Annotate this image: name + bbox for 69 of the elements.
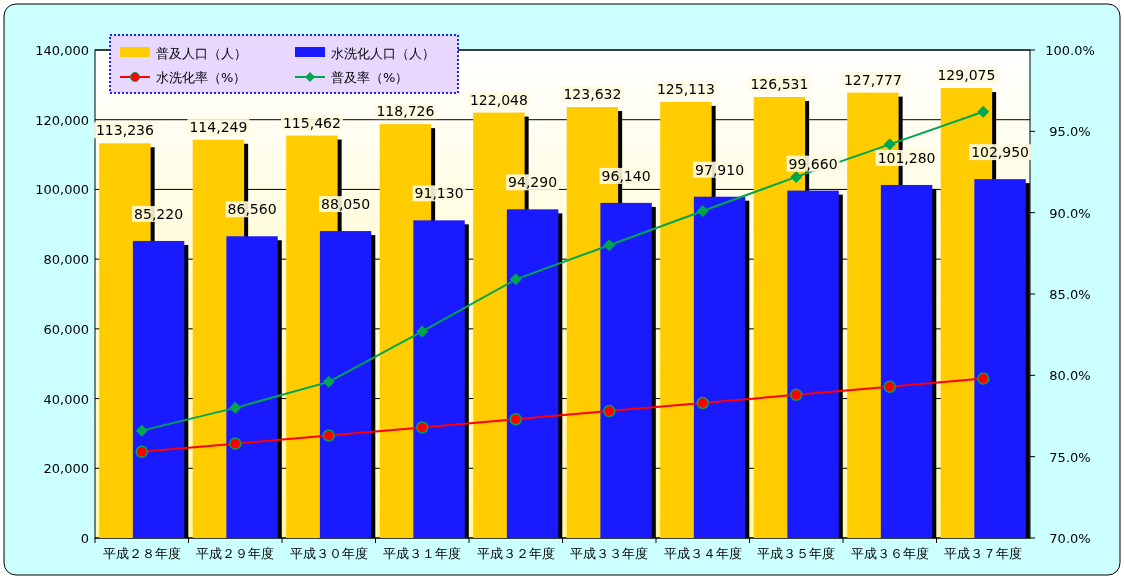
y-tick-label: 140,000 — [35, 43, 89, 58]
point — [322, 429, 335, 442]
x-tick-label: 平成３１年度 — [383, 546, 462, 561]
data-label: 102,950 — [971, 144, 1030, 161]
point — [696, 396, 709, 410]
x-tick-label: 平成３３年度 — [570, 546, 649, 561]
data-label: 118,726 — [376, 103, 435, 120]
y2-tick-label: 95.0% — [1049, 124, 1091, 140]
legend-label: 水洗化率（%） — [156, 70, 247, 85]
y2-tick-label: 85.0% — [1049, 287, 1091, 302]
data-label: 86,560 — [227, 201, 277, 218]
data-label: 125,113 — [656, 80, 715, 97]
y-tick-label: 100,000 — [35, 182, 89, 198]
x-tick-label: 平成２８年度 — [102, 546, 181, 561]
y-tick-label: 60,000 — [43, 321, 89, 337]
x-tick-label: 平成３６年度 — [850, 546, 929, 561]
point — [509, 413, 522, 426]
x-tick-label: 平成３４年度 — [663, 546, 742, 561]
data-label: 126,531 — [750, 75, 809, 92]
point — [977, 372, 990, 385]
data-label: 113,236 — [95, 122, 154, 139]
data-label: 122,048 — [469, 91, 528, 108]
point — [790, 170, 803, 183]
y2-tick-label: 100.0% — [1045, 43, 1095, 58]
point — [416, 421, 429, 434]
x-tick-label: 平成３２年度 — [476, 546, 555, 561]
point — [790, 388, 803, 402]
data-label: 96,140 — [601, 167, 651, 184]
data-label: 127,777 — [843, 71, 902, 88]
y-tick-label: 80,000 — [43, 252, 89, 268]
x-tick-label: 平成３０年度 — [289, 546, 368, 561]
legend-label: 普及率（%） — [331, 70, 409, 85]
legend-label: 水洗化人口（人） — [331, 46, 435, 61]
y-tick-label: 120,000 — [35, 112, 89, 128]
x-tick-label: 平成３５年度 — [757, 546, 836, 561]
point — [883, 138, 896, 151]
y2-tick-label: 80.0% — [1049, 368, 1091, 384]
data-label: 99,660 — [788, 155, 838, 172]
y2-tick-label: 75.0% — [1049, 449, 1091, 465]
point — [322, 375, 335, 388]
point — [229, 401, 242, 414]
point — [603, 239, 616, 252]
y-tick-label: 0 — [80, 531, 89, 546]
point — [977, 105, 990, 118]
data-label: 85,220 — [134, 205, 184, 222]
data-label: 123,632 — [563, 86, 622, 103]
point — [696, 205, 709, 218]
point — [603, 404, 616, 418]
data-label: 101,280 — [877, 149, 936, 166]
data-label: 97,910 — [695, 161, 745, 178]
x-tick-label: 平成２９年度 — [196, 546, 275, 561]
point — [135, 445, 148, 459]
y2-tick-label: 70.0% — [1049, 531, 1091, 546]
y-tick-label: 40,000 — [43, 391, 89, 407]
y-tick-label: 20,000 — [43, 461, 89, 477]
point — [229, 437, 242, 450]
legend-label: 普及人口（人） — [156, 46, 247, 61]
data-label: 129,075 — [937, 67, 996, 84]
point — [416, 325, 429, 338]
data-label: 115,462 — [282, 114, 341, 131]
data-label: 94,290 — [508, 174, 558, 191]
data-label: 114,249 — [189, 118, 248, 135]
data-label: 88,050 — [321, 196, 371, 213]
point — [509, 273, 522, 286]
y2-tick-label: 90.0% — [1049, 205, 1091, 221]
point — [883, 380, 896, 393]
data-label: 91,130 — [414, 185, 464, 202]
x-tick-label: 平成３７年度 — [944, 546, 1023, 561]
point — [135, 424, 148, 437]
